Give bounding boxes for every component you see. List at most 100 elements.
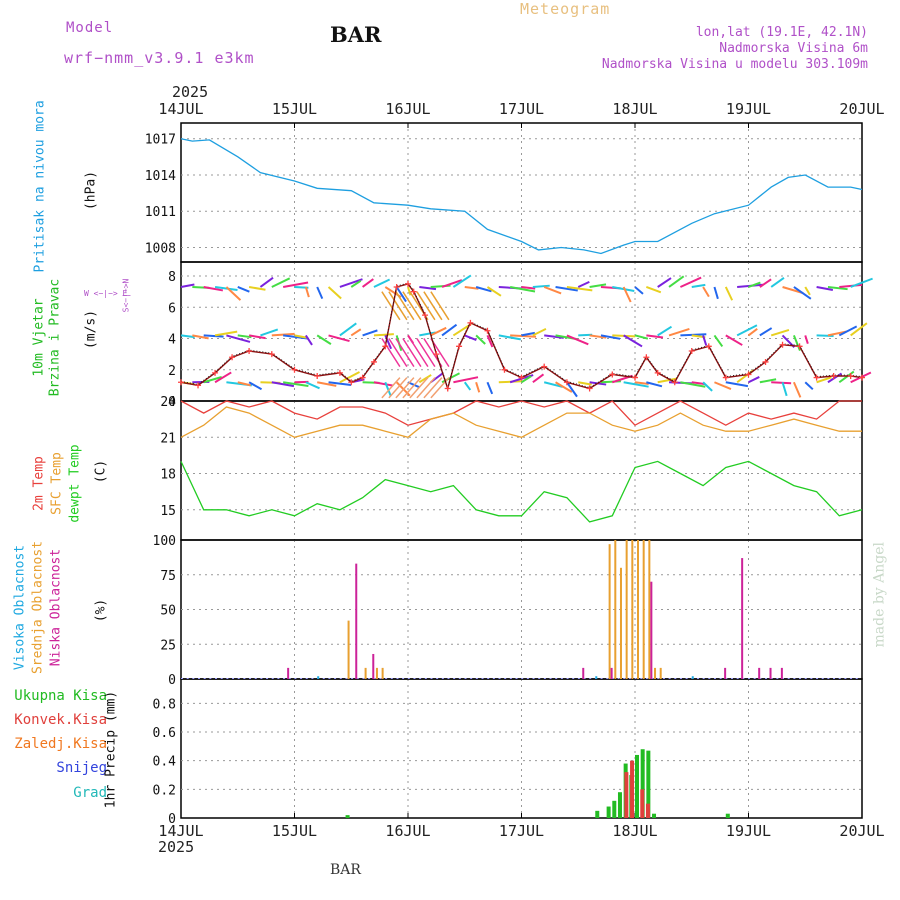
wind-arrow bbox=[634, 334, 649, 340]
wind-arrow bbox=[725, 381, 749, 388]
y-tick-label: 25 bbox=[160, 638, 176, 653]
cloud-baseline-dot bbox=[566, 678, 569, 679]
wind-hatch bbox=[416, 291, 436, 321]
wind-hatch bbox=[395, 338, 415, 368]
cloud-baseline-dot bbox=[600, 678, 603, 679]
conv-precip-bar bbox=[645, 803, 650, 818]
wind-speed-marker bbox=[393, 283, 400, 290]
wind-arrow bbox=[532, 284, 550, 288]
cloud-baseline-dot bbox=[226, 678, 229, 679]
wind-speed-marker bbox=[484, 327, 491, 334]
wind-arrow bbox=[237, 381, 251, 387]
mid-cloud-bar bbox=[654, 667, 657, 679]
wind-arrow bbox=[373, 381, 394, 387]
cloud-baseline-dot bbox=[765, 678, 768, 679]
wind-arrow bbox=[441, 323, 458, 337]
panel-frame-5 bbox=[180, 678, 863, 819]
y-tick-label: 0 bbox=[168, 812, 176, 827]
wind-arrow bbox=[781, 381, 788, 397]
cloud-baseline-dot bbox=[283, 678, 286, 679]
wind-arrow bbox=[248, 286, 266, 291]
legend-frz-precip: Zaledj.Kisa bbox=[14, 736, 107, 752]
wind-arrow bbox=[328, 381, 352, 387]
wind-arrow bbox=[668, 275, 685, 288]
year-top: 2025 bbox=[172, 83, 209, 101]
wind-speed-marker bbox=[348, 379, 355, 386]
total-precip-bar bbox=[617, 792, 622, 818]
cloud-baseline-dot bbox=[181, 678, 183, 679]
wind-speed-marker bbox=[643, 354, 650, 361]
cloud-baseline-dot bbox=[725, 678, 728, 679]
wind-speed-marker bbox=[410, 288, 417, 295]
wind-arrow bbox=[577, 280, 590, 288]
wind-hatch bbox=[402, 338, 422, 368]
total-precip-bar bbox=[725, 813, 730, 818]
y-tick-label: 0.4 bbox=[153, 755, 177, 770]
cloud-baseline-dot bbox=[396, 678, 399, 679]
wind-arrow bbox=[566, 285, 593, 292]
cloud-baseline-dot bbox=[254, 678, 257, 679]
wind-speed-marker bbox=[212, 369, 219, 376]
legend-total-precip: Ukupna Kisa bbox=[14, 688, 107, 704]
wind-arrow bbox=[759, 278, 772, 288]
wind-arrow bbox=[589, 283, 607, 288]
wind-speed-marker bbox=[314, 373, 321, 380]
wind-speed-marker bbox=[705, 343, 712, 350]
wind-speed-marker bbox=[847, 373, 854, 380]
wind-hatch bbox=[381, 291, 401, 321]
wind-arrow bbox=[316, 334, 332, 345]
cloud-baseline-dot bbox=[430, 678, 433, 679]
wind-arrow bbox=[646, 381, 663, 388]
wind-arrow bbox=[305, 381, 320, 390]
cloud-baseline-dot bbox=[215, 678, 218, 679]
cloud-baseline-dot bbox=[708, 678, 711, 679]
y-tick-label: 8 bbox=[168, 270, 176, 285]
wind-arrow bbox=[180, 334, 195, 339]
wind-hatch bbox=[409, 377, 429, 399]
cloud-baseline-dot bbox=[623, 678, 626, 679]
wind-arrow bbox=[316, 286, 324, 299]
wind-speed-marker bbox=[246, 348, 253, 355]
cloud-baseline-dot bbox=[294, 678, 297, 679]
x-tick-bottom: 14JUL bbox=[158, 822, 203, 840]
cloud-baseline-dot bbox=[232, 678, 235, 679]
wind-speed-marker bbox=[370, 358, 377, 365]
wind-arrow bbox=[237, 286, 250, 293]
mid-cloud-bar bbox=[347, 620, 350, 679]
lonlat: lon,lat (19.1E, 42.1N) bbox=[695, 25, 868, 40]
x-tick-top: 18JUL bbox=[612, 100, 657, 118]
wind-arrow bbox=[623, 334, 643, 348]
cloud-baseline-dot bbox=[441, 678, 444, 679]
cloud-baseline-dot bbox=[470, 678, 473, 679]
cloud-baseline-dot bbox=[334, 678, 337, 679]
y-tick-label: 0.8 bbox=[153, 697, 176, 712]
wind-speed-marker bbox=[722, 374, 729, 381]
low-cloud-bar bbox=[769, 667, 772, 679]
wind-hatch bbox=[381, 377, 401, 399]
wind-arrow bbox=[646, 334, 664, 339]
cloud-baseline-dot bbox=[583, 678, 586, 679]
cloud-baseline-dot bbox=[674, 678, 677, 679]
mid-cloud-bar bbox=[364, 667, 367, 679]
wind-arrow bbox=[816, 334, 834, 338]
wind-arrow bbox=[770, 276, 785, 288]
cloud-baseline-dot bbox=[816, 678, 819, 679]
wind-arrow bbox=[304, 286, 310, 298]
low-cloud-bar bbox=[724, 667, 727, 679]
cloud-baseline-dot bbox=[322, 678, 325, 679]
wind-speed-marker bbox=[654, 369, 661, 376]
wind-arrow bbox=[747, 328, 758, 337]
cloud-baseline-dot bbox=[311, 678, 314, 679]
y-tick-label: 6 bbox=[168, 301, 176, 316]
total-precip-bar bbox=[595, 810, 600, 818]
cloud-baseline-dot bbox=[606, 678, 609, 679]
wind-arrow bbox=[237, 334, 252, 339]
wind-arrow bbox=[680, 381, 706, 388]
y-tick-label: 100 bbox=[153, 534, 176, 549]
cloud-baseline-dot bbox=[509, 678, 512, 679]
footer-station: BAR bbox=[330, 862, 361, 878]
wind-arrow bbox=[532, 373, 545, 384]
cloud-baseline-dot bbox=[799, 678, 802, 679]
mid-cloud-bar bbox=[375, 667, 378, 679]
wind-arrow bbox=[464, 334, 477, 342]
